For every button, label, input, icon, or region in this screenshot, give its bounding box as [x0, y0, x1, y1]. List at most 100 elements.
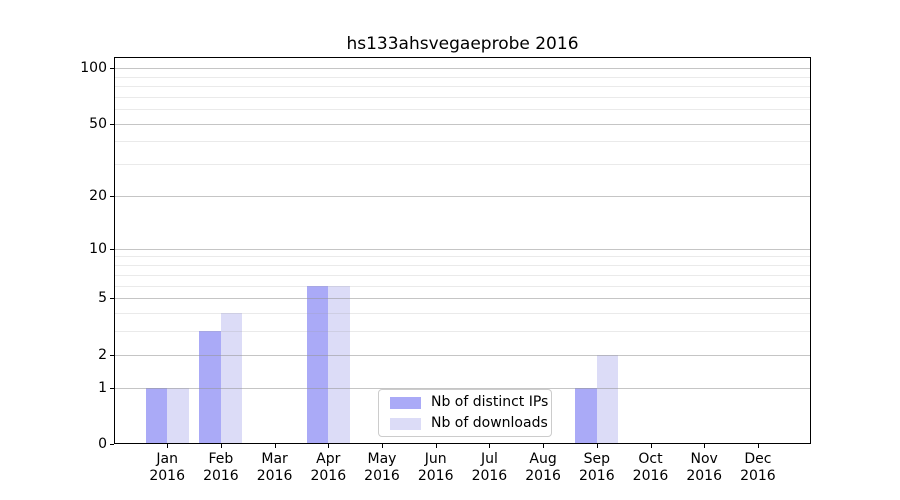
x-tick: [489, 444, 491, 448]
x-tick-label-oct: Oct 2016: [619, 451, 683, 485]
legend-item-distinct-ips: Nb of distinct IPs: [390, 394, 548, 411]
x-tick: [328, 444, 330, 448]
x-tick-year: 2016: [471, 468, 508, 484]
x-tick-label-dec: Dec 2016: [726, 451, 790, 485]
x-tick-month: Dec: [744, 451, 772, 467]
gridline-minor: [114, 141, 811, 143]
x-tick-month: May: [367, 451, 397, 467]
y-tick-label: 5: [98, 290, 107, 306]
x-tick-month: Feb: [208, 451, 234, 467]
legend-label-downloads: Nb of downloads: [431, 415, 548, 431]
x-tick-year: 2016: [364, 468, 400, 484]
y-tick: [110, 354, 114, 356]
x-tick-year: 2016: [525, 468, 561, 484]
y-tick: [110, 248, 114, 250]
gridline-minor: [114, 274, 811, 276]
x-tick-year: 2016: [740, 468, 776, 484]
y-tick-label: 2: [98, 346, 107, 363]
gridline-major: [114, 196, 811, 197]
legend-swatch-downloads: [390, 417, 421, 430]
y-tick-label: 100: [80, 60, 107, 76]
bar-downloads-feb: [220, 312, 243, 444]
x-tick: [757, 444, 759, 448]
x-tick: [543, 444, 545, 448]
chart-title: hs133ahsvegaeprobe 2016: [346, 34, 579, 54]
bar-ips-apr: [306, 285, 329, 444]
x-tick-year: 2016: [149, 468, 185, 484]
x-tick: [220, 444, 222, 448]
bar-ips-jan: [145, 387, 168, 444]
gridline-minor: [114, 256, 811, 258]
gridline-minor: [114, 76, 811, 78]
x-tick-month: Mar: [261, 451, 288, 467]
x-tick-label-apr: Apr 2016: [296, 451, 360, 485]
x-tick-month: Nov: [690, 451, 718, 467]
gridline-major: [114, 298, 811, 299]
x-tick-month: Jul: [480, 451, 498, 467]
x-tick: [167, 444, 169, 448]
x-tick-label-nov: Nov 2016: [672, 451, 736, 485]
x-tick-year: 2016: [256, 468, 293, 484]
y-tick: [110, 444, 114, 445]
y-tick: [110, 298, 114, 299]
x-tick-year: 2016: [632, 468, 669, 484]
x-tick-label-sep: Sep 2016: [565, 451, 629, 485]
legend-swatch-distinct-ips: [390, 396, 421, 409]
y-tick: [110, 123, 114, 125]
x-tick-label-jun: Jun 2016: [404, 451, 468, 485]
x-tick-month: Jan: [156, 451, 178, 467]
bar-downloads-jan: [167, 387, 189, 444]
y-tick-label: 50: [89, 115, 107, 132]
gridline-major: [114, 248, 811, 250]
gridline-minor: [114, 164, 811, 166]
x-tick: [382, 444, 383, 448]
gridline-minor: [114, 86, 811, 87]
x-tick: [596, 444, 598, 448]
y-tick-label: 1: [98, 379, 107, 396]
x-tick-year: 2016: [203, 468, 239, 484]
x-tick-label-may: May 2016: [350, 451, 414, 485]
bar-ips-sep: [575, 387, 597, 444]
x-tick-label-feb: Feb 2016: [189, 451, 253, 485]
x-tick-month: Sep: [583, 451, 610, 467]
gridline-minor: [114, 265, 811, 266]
y-tick: [110, 68, 114, 69]
legend-label-distinct-ips: Nb of distinct IPs: [431, 394, 549, 410]
gridline-major: [114, 123, 811, 125]
x-tick-year: 2016: [310, 468, 347, 484]
legend: Nb of distinct IPs Nb of downloads: [378, 389, 552, 437]
x-tick-label-jul: Jul 2016: [457, 451, 521, 485]
gridline-minor: [114, 331, 811, 333]
bar-downloads-sep: [596, 354, 619, 444]
y-tick-label: 20: [89, 188, 107, 204]
bar-downloads-apr: [328, 285, 350, 444]
x-tick-month: Oct: [638, 451, 663, 467]
y-tick-label: 0: [98, 436, 107, 452]
x-tick-month: Jun: [424, 451, 447, 467]
x-tick-label-jan: Jan 2016: [135, 451, 199, 485]
x-tick-month: Aug: [529, 451, 557, 467]
gridline-major: [114, 68, 811, 69]
gridline-minor: [114, 109, 811, 111]
x-tick-label-aug: Aug 2016: [511, 451, 575, 485]
plot-border: [114, 57, 811, 444]
x-tick: [704, 444, 706, 448]
x-tick-year: 2016: [578, 468, 615, 484]
x-tick: [650, 444, 652, 448]
x-tick: [435, 444, 437, 448]
y-tick: [110, 387, 114, 389]
y-tick: [110, 196, 114, 197]
gridline-minor: [114, 96, 811, 98]
x-tick-year: 2016: [417, 468, 454, 484]
gridline-minor: [114, 285, 811, 287]
gridline-minor: [114, 312, 811, 314]
x-tick-label-mar: Mar 2016: [243, 451, 307, 485]
x-tick-month: Apr: [316, 451, 341, 467]
legend-item-downloads: Nb of downloads: [390, 415, 548, 432]
x-tick: [274, 444, 276, 448]
gridline-major: [114, 387, 811, 389]
y-tick-label: 10: [89, 240, 107, 257]
gridline-major: [114, 354, 811, 356]
x-tick-year: 2016: [686, 468, 722, 484]
